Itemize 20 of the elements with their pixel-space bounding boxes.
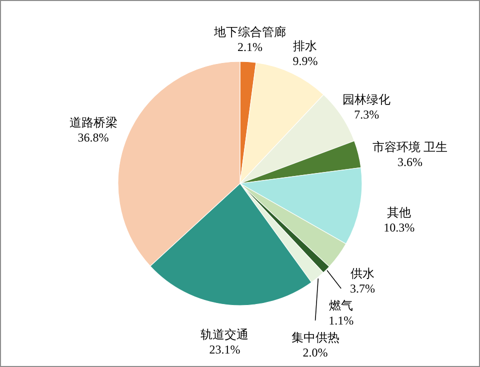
data-label: 9.9% (292, 54, 318, 68)
slice-label: 园林绿化 (342, 92, 391, 106)
slice-label: 轨道交通 (200, 328, 249, 342)
slice-label: 市容环境 卫生 (372, 140, 448, 154)
data-label: 2.1% (238, 40, 263, 54)
data-label: 23.1% (209, 342, 240, 357)
data-label: 2.0% (302, 346, 328, 360)
data-label: 1.1% (328, 314, 354, 328)
slice-label: 地下综合管廊 (213, 24, 286, 39)
data-label: 36.8% (78, 130, 109, 144)
data-label: 7.3% (354, 107, 380, 122)
data-label: 3.7% (350, 282, 375, 296)
data-label: 3.6% (398, 154, 423, 169)
slice-label: 排水 (293, 39, 318, 54)
slice-label: 集中供热 (291, 330, 340, 344)
slice-label: 供水 (350, 266, 374, 280)
slice-label: 道路桥梁 (69, 115, 118, 130)
slice-label: 其他 (387, 206, 412, 220)
slice-label: 燃气 (329, 298, 354, 312)
data-label: 10.3% (384, 220, 415, 235)
